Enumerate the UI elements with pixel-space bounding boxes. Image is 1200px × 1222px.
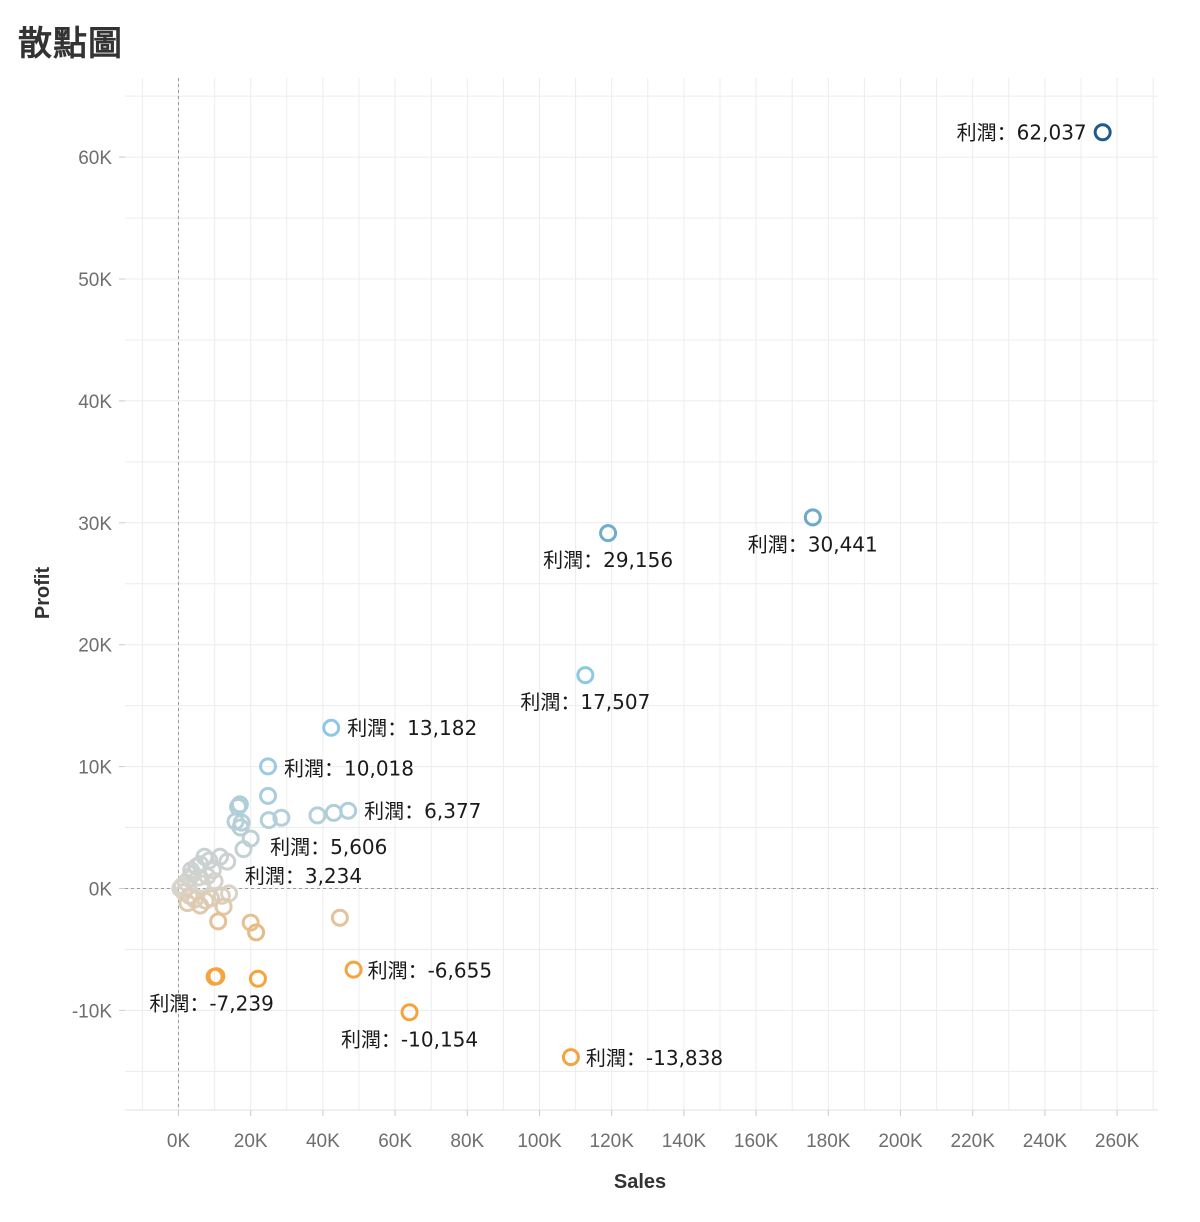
data-label: 利潤：30,441 xyxy=(748,532,878,556)
scatter-point xyxy=(195,847,214,866)
data-label: 利潤：10,018 xyxy=(284,756,414,780)
y-tick-label: 50K xyxy=(78,270,112,291)
scatter-point xyxy=(230,795,249,814)
y-tick-label: 40K xyxy=(78,392,112,413)
scatter-point xyxy=(308,806,327,825)
scatter-point xyxy=(178,894,197,913)
scatter-point xyxy=(259,786,278,805)
scatter-point xyxy=(196,891,215,910)
scatter-point xyxy=(324,803,343,822)
x-tick-label: 240K xyxy=(1023,1131,1068,1152)
scatter-point xyxy=(561,1048,580,1067)
x-tick-label: 260K xyxy=(1095,1131,1140,1152)
data-label: 利潤：-7,239 xyxy=(149,992,273,1016)
scatter-point xyxy=(259,757,278,776)
scatter-point xyxy=(191,896,210,915)
scatter-point xyxy=(209,912,228,931)
x-tick-label: 60K xyxy=(378,1131,412,1152)
y-tick-label: -10K xyxy=(72,1001,112,1022)
x-tick-label: 200K xyxy=(878,1131,923,1152)
x-tick-label: 20K xyxy=(234,1131,268,1152)
scatter-point xyxy=(400,1003,419,1022)
scatter-point xyxy=(259,811,278,830)
x-tick-label: 120K xyxy=(590,1131,635,1152)
x-tick-label: 160K xyxy=(734,1131,779,1152)
scatter-point xyxy=(576,666,595,685)
x-tick-label: 220K xyxy=(951,1131,996,1152)
x-tick-label: 100K xyxy=(517,1131,562,1152)
y-axis-label: Profit xyxy=(32,567,54,620)
x-axis-label: Sales xyxy=(614,1171,666,1193)
scatter-point xyxy=(241,829,260,848)
y-tick-label: 30K xyxy=(78,514,112,535)
data-label: 利潤：-6,655 xyxy=(368,959,492,983)
x-tick-label: 0K xyxy=(167,1131,191,1152)
data-label: 利潤：-10,154 xyxy=(341,1027,478,1051)
data-label: 利潤：-13,838 xyxy=(586,1046,723,1070)
data-label: 利潤：13,182 xyxy=(347,716,477,740)
page-title: 散點圖 xyxy=(18,24,123,64)
data-label: 利潤：62,037 xyxy=(957,120,1087,144)
x-tick-label: 140K xyxy=(662,1131,707,1152)
data-points xyxy=(171,123,1112,1067)
scatter-point xyxy=(339,801,358,820)
y-tick-label: 20K xyxy=(78,636,112,657)
scatter-point xyxy=(272,808,291,827)
x-tick-label: 40K xyxy=(306,1131,340,1152)
scatter-point xyxy=(344,960,363,979)
scatter-point xyxy=(205,967,224,986)
data-label: 利潤：29,156 xyxy=(543,548,673,572)
x-tick-label: 180K xyxy=(806,1131,851,1152)
scatter-point xyxy=(212,886,231,905)
x-axis-ticks: 0K 20K 40K 60K 80K 100K 120K 140K 160K 180K 200K 22… xyxy=(167,1110,1140,1152)
scatter-point xyxy=(599,524,618,543)
scatter-point xyxy=(214,897,233,916)
grid xyxy=(125,78,1158,1111)
y-axis-ticks: -10K 0K 10K 20K 30K 40K 50K 60K xyxy=(72,148,125,1022)
scatter-point xyxy=(1093,123,1112,142)
data-label: 利潤：6,377 xyxy=(364,799,481,823)
reference-lines xyxy=(125,78,1158,1110)
data-label: 利潤：17,507 xyxy=(520,690,650,714)
scatter-point xyxy=(241,913,260,932)
y-tick-label: 0K xyxy=(89,880,113,901)
data-labels: 利潤：62,037 利潤：30,441 利潤：29,156 利潤：17,507 利潤：1… xyxy=(149,120,1086,1070)
data-label: 利潤：5,606 xyxy=(270,835,387,859)
y-tick-label: 10K xyxy=(78,758,112,779)
scatter-point xyxy=(803,508,822,527)
scatter-point xyxy=(247,923,266,942)
y-tick-label: 60K xyxy=(78,148,112,169)
x-tick-label: 80K xyxy=(450,1131,484,1152)
scatter-point xyxy=(248,969,267,988)
data-label: 利潤：3,234 xyxy=(245,864,362,888)
scatter-point xyxy=(322,718,341,737)
scatter-point xyxy=(330,908,349,927)
